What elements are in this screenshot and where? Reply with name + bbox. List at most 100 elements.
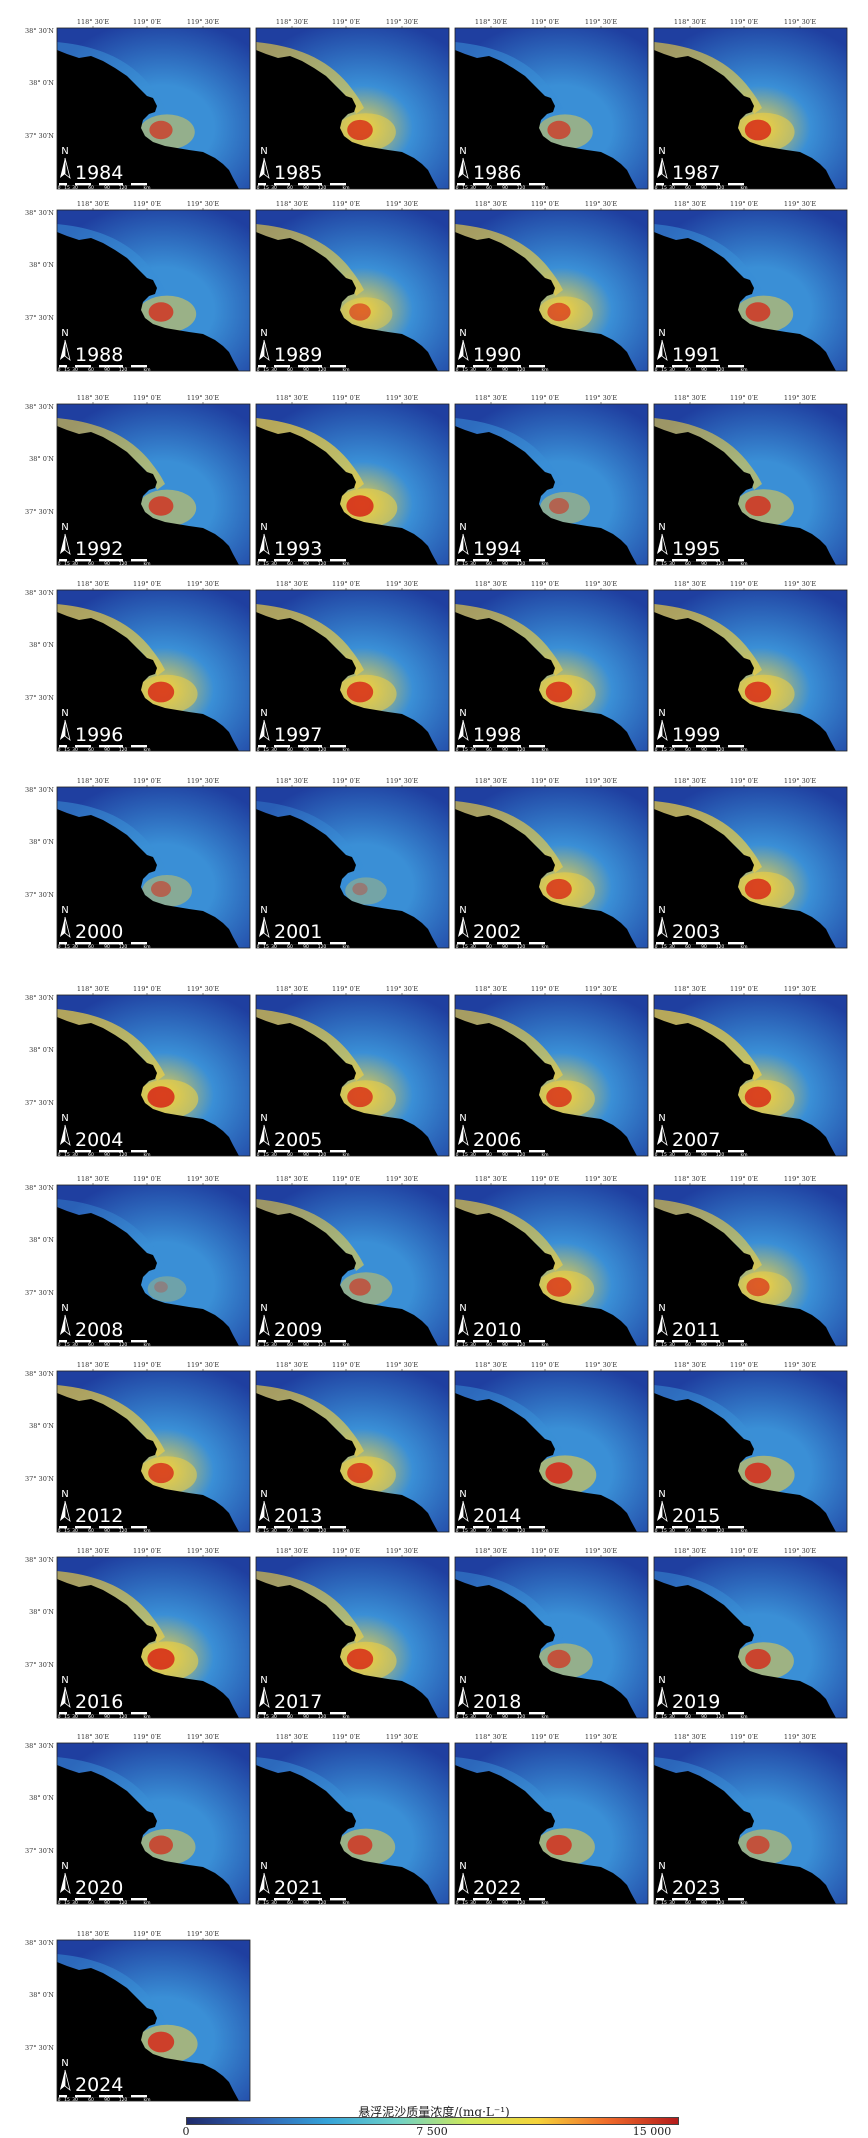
scale-bar-label: 60 [88,367,94,373]
north-arrow-icon-outline [263,157,270,180]
scale-bar: 0 15 30 60 90 120 km [456,365,549,373]
scale-bar-label: 30 [470,561,476,567]
scale-bar-label: 15 [462,944,468,950]
lon-label: 119° 0′E [133,1175,161,1183]
scale-bar-fill [258,1898,346,1901]
plume-outer [147,1276,187,1302]
scale-bar-label: 120 [517,561,526,567]
scale-bar-label: km [741,747,748,753]
map-panel-2017: 118° 30′E 119° 0′E 119° 30′E N 2017 0 15 30 60 90… [255,1547,450,1720]
map-frame [56,1742,251,1905]
lon-label: 118° 30′E [77,1930,109,1938]
scale-bar-label: 90 [104,1152,110,1158]
scale-bar-label: km [542,561,549,567]
year-label: 1994 [473,538,521,560]
land-area [57,1579,239,1718]
north-arrow-icon-outline [64,1314,71,1337]
scale-bar-label: km [144,1528,151,1534]
scale-bar-label: 120 [716,1714,725,1720]
land-area [256,809,438,948]
lon-label: 118° 30′E [77,1733,109,1741]
scale-bar-label: 0 [257,185,260,191]
scale-bar-segment [489,1340,497,1343]
scale-bar-label: 60 [685,367,691,373]
lon-label: 119° 0′E [332,1361,360,1369]
lon-label: 119° 30′E [386,985,418,993]
lon-label: 118° 30′E [77,1361,109,1369]
scale-bar-label: 30 [669,1900,675,1906]
north-arrow-icon-outline [64,2069,71,2092]
scale-bar-label: km [542,1900,549,1906]
lon-label: 119° 30′E [187,1175,219,1183]
land-area [455,1393,637,1532]
scale-bar-segment [465,1526,473,1529]
plume-core [745,302,771,322]
lon-label: 119° 30′E [585,1547,617,1555]
scale-bar-label: 60 [287,1528,293,1534]
scale-bar-label: 60 [88,561,94,567]
year-label: 1998 [473,724,521,746]
north-arrow-icon [657,1125,662,1145]
scale-bar-label: 15 [263,1528,269,1534]
year-label: 2011 [672,1319,720,1341]
scale-bar-label: 90 [701,944,707,950]
scale-bar: 0 15 30 60 90 120 km [655,183,748,191]
scale-bar-label: 15 [263,747,269,753]
scale-bar-label: 30 [470,944,476,950]
north-label: N [260,522,267,533]
scale-bar-label: 90 [701,185,707,191]
scale-bar-segment [322,365,330,368]
scale-bar-label: 30 [271,1528,277,1534]
scale-bar: 0 15 30 60 90 120 km [655,1150,748,1158]
lon-label: 118° 30′E [674,1175,706,1183]
scale-bar-segment [266,1712,274,1715]
plume-core [746,1277,770,1297]
north-label: N [658,1489,665,1500]
scale-bar-label: 30 [72,1152,78,1158]
scale-bar-label: 0 [655,944,658,950]
lon-label: 118° 30′E [276,777,308,785]
scale-bar-label: 15 [462,1714,468,1720]
scale-bar-segment [91,1712,99,1715]
scale-bar-segment [688,745,696,748]
plume-core [744,681,772,703]
north-arrow-icon [259,534,264,554]
land-area [256,426,438,565]
north-arrow-icon-outline [64,1686,71,1709]
year-label: 2007 [672,1129,720,1151]
scale-bar-label: 120 [119,367,128,373]
lat-label: 37° 30′N [25,314,54,322]
scale-bar-label: 60 [486,1528,492,1534]
scale-bar-fill [656,1526,744,1529]
north-arrow-icon-outline [263,1500,270,1523]
scale-bar-label: 60 [287,1900,293,1906]
scale-bar-label: 0 [58,747,61,753]
scale-bar-segment [664,559,672,562]
scale-bar-label: km [542,1528,549,1534]
scale-bar-segment [688,1340,696,1343]
plume-core [154,1281,168,1293]
scale-bar-segment [266,1526,274,1529]
north-label: N [459,1113,466,1124]
map-panel-2003: 118° 30′E 119° 0′E 119° 30′E N 2003 0 15 30 60 90… [653,777,848,950]
scale-bar-segment [664,365,672,368]
land-area [256,612,438,751]
scale-bar-fill [656,183,744,186]
scale-bar-label: 30 [72,747,78,753]
scale-bar: 0 15 30 60 90 120 km [655,1340,748,1348]
scale-bar-segment [266,1898,274,1901]
map-panel-1991: 118° 30′E 119° 0′E 119° 30′E N 1991 0 15 30 60 90… [653,200,848,373]
scale-bar-segment [91,1150,99,1153]
north-label: N [61,905,68,916]
north-arrow-icon [458,1315,463,1335]
scale-bar-label: 15 [462,185,468,191]
lon-label: 118° 30′E [77,1175,109,1183]
year-label: 1995 [672,538,720,560]
scale-bar-segment [67,1898,75,1901]
north-arrow-icon [60,1687,65,1707]
scale-bar-segment [67,559,75,562]
scale-bar-segment [688,1526,696,1529]
year-label: 1989 [274,344,322,366]
north-arrow-icon-outline [661,719,668,742]
lon-label: 118° 30′E [674,394,706,402]
